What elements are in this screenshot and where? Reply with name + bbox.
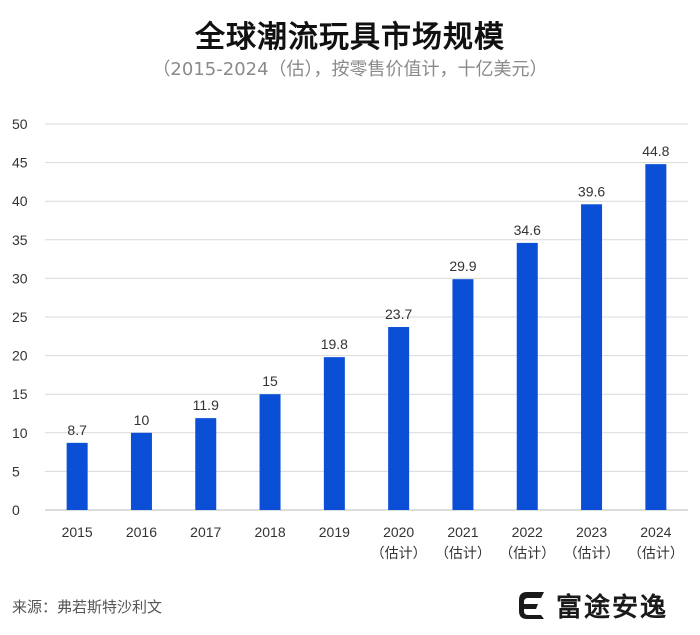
- bar: [66, 442, 88, 510]
- futu-logo-icon: [519, 592, 544, 619]
- chart-title: 全球潮流玩具市场规模: [195, 20, 505, 55]
- data-label: 10: [134, 412, 150, 428]
- x-tick-label: 2015: [62, 524, 93, 540]
- x-tick-label: 2020: [383, 524, 414, 540]
- y-tick-label: 5: [12, 463, 20, 479]
- data-label: 34.6: [514, 222, 541, 238]
- x-tick-label: 2022: [512, 524, 543, 540]
- x-tick-label: 2021: [447, 524, 478, 540]
- brand-name: 富途安逸: [556, 592, 669, 623]
- y-tick-label: 25: [12, 309, 28, 325]
- bar: [195, 418, 217, 510]
- data-label: 29.9: [449, 258, 476, 274]
- y-tick-label: 50: [12, 116, 28, 132]
- data-label: 15: [262, 373, 278, 389]
- x-tick-label: 2024: [640, 524, 671, 540]
- bar: [388, 327, 410, 510]
- y-tick-label: 10: [12, 425, 28, 441]
- bar: [452, 279, 474, 510]
- bar-chart: 0 5 10 15 20 25 30 35 40 45 50 8.7 2015 10 2016 11.9 201…: [12, 116, 688, 561]
- y-tick-label: 15: [12, 386, 28, 402]
- bar: [645, 164, 667, 511]
- data-label: 23.7: [385, 306, 412, 322]
- data-label: 44.8: [642, 143, 669, 159]
- y-tick-label: 45: [12, 155, 28, 171]
- bar: [516, 242, 538, 510]
- x-tick-label: 2017: [190, 524, 221, 540]
- x-tick-note: （估计）: [371, 545, 427, 561]
- bar: [259, 394, 281, 510]
- chart-subtitle: （2015-2024（估），按零售价值计，十亿美元）: [152, 59, 548, 80]
- y-tick-label: 20: [12, 348, 28, 364]
- source-note: 来源：弗若斯特沙利文: [12, 598, 163, 616]
- data-label: 8.7: [67, 422, 87, 438]
- x-tick-label: 2018: [254, 524, 285, 540]
- data-label: 19.8: [321, 336, 348, 352]
- data-label: 39.6: [578, 183, 605, 199]
- x-tick-note: （估计）: [564, 545, 620, 561]
- x-tick-label: 2023: [576, 524, 607, 540]
- brand: 富途安逸: [516, 588, 669, 623]
- data-label: 11.9: [193, 397, 219, 413]
- x-tick-label: 2016: [126, 524, 157, 540]
- x-tick-note: （估计）: [628, 545, 684, 561]
- x-tick-label: 2019: [319, 524, 350, 540]
- y-tick-label: 30: [12, 270, 28, 286]
- y-tick-label: 35: [12, 232, 28, 248]
- y-tick-label: 40: [12, 193, 28, 209]
- bar: [130, 432, 152, 510]
- x-tick-note: （估计）: [499, 545, 555, 561]
- bar: [581, 204, 603, 510]
- bar: [323, 357, 345, 510]
- x-tick-note: （估计）: [435, 545, 491, 561]
- y-tick-label: 0: [12, 502, 20, 518]
